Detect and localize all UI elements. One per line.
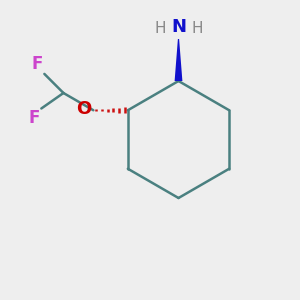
Text: N: N <box>171 18 186 36</box>
Text: O: O <box>76 100 91 118</box>
Text: F: F <box>28 109 40 127</box>
Text: H: H <box>191 21 202 36</box>
Text: H: H <box>154 21 166 36</box>
Text: F: F <box>32 55 43 73</box>
Polygon shape <box>175 39 182 81</box>
